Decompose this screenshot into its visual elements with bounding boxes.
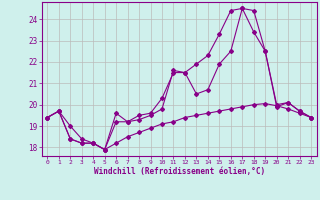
X-axis label: Windchill (Refroidissement éolien,°C): Windchill (Refroidissement éolien,°C) [94, 167, 265, 176]
